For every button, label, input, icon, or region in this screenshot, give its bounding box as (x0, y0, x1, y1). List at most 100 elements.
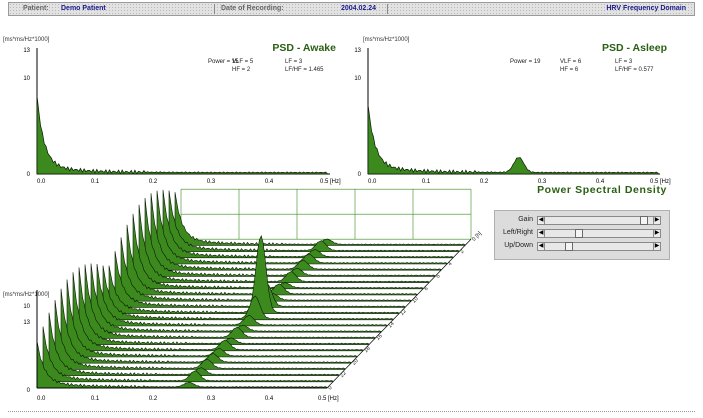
waterfall-spectrum-slice (162, 189, 454, 259)
asleep-power: Power = 19 (510, 59, 541, 65)
awake-power: Power = 15 (208, 59, 239, 65)
updown-slider[interactable]: ◀ ▶ (537, 242, 661, 251)
waterfall-time-tick: 0 [h] (471, 230, 483, 242)
waterfall-spectrum-slice (42, 326, 334, 383)
asleep-ytick-0: 0 (358, 172, 362, 178)
wf-ytick-13: 13 (23, 320, 30, 326)
header-separator (387, 4, 388, 14)
asleep-spectrum-area (367, 104, 659, 175)
updown-slider-row: Up/Down ◀ ▶ (495, 242, 671, 252)
waterfall-spectrum-slice (72, 272, 364, 352)
waterfall-time-tick: 6 (435, 273, 441, 279)
asleep-xtick: 0.3 (538, 179, 547, 185)
awake-vlf: VLF = 5 (232, 59, 254, 65)
waterfall-time-tick: 8 (423, 286, 429, 292)
awake-title: PSD - Awake (272, 42, 336, 54)
waterfall-time-tick: 2 (459, 249, 465, 255)
waterfall-spectrum-slice (168, 190, 460, 253)
waterfall-time-tick: 20 (351, 358, 360, 367)
gain-slider-thumb[interactable] (640, 216, 648, 225)
patient-name: Demo Patient (61, 5, 106, 12)
waterfall-time-tick: 12 (399, 308, 408, 317)
awake-xtick: 0.0 (37, 179, 46, 185)
header-bar: Patient: Demo Patient Date of Recording:… (8, 2, 695, 16)
wf-xtick: 0.5 [Hz] (318, 396, 339, 402)
waterfall-time-tick: 16 (375, 333, 384, 342)
asleep-title: PSD - Asleep (602, 42, 667, 54)
wf-xtick: 0.3 (207, 396, 216, 402)
psd-title: Power Spectral Density (537, 184, 667, 196)
asleep-unit: [ms*ms/Hz*1000] (363, 37, 410, 43)
wf-xtick: 0.1 (91, 396, 100, 402)
waterfall-time-tick: 14 (387, 321, 396, 330)
awake-lfhf: LF/HF = 1.465 (285, 67, 324, 73)
awake-xtick: 0.4 (265, 179, 274, 185)
asleep-xtick: 0.0 (368, 179, 377, 185)
gain-right-arrow-icon[interactable]: ▶ (653, 216, 661, 225)
asleep-xtick: 0.1 (422, 179, 431, 185)
updown-label: Up/Down (504, 242, 533, 249)
asleep-vlf: VLF = 6 (560, 59, 582, 65)
waterfall-spectrum-slice (174, 192, 466, 246)
awake-lf: LF = 3 (285, 59, 303, 65)
waterfall-time-tick: 4 (447, 261, 453, 267)
gain-slider[interactable]: ◀ ▶ (537, 216, 661, 225)
waterfall-spectrum-slice (126, 224, 418, 296)
waterfall-unit: [ms*ms/Hz*1000] (3, 292, 50, 298)
asleep-lf: LF = 3 (615, 59, 633, 65)
wf-xtick: 0.2 (149, 396, 158, 402)
waterfall-spectrum-slice (60, 288, 352, 364)
patient-label: Patient: (23, 5, 49, 12)
awake-ytick-10: 10 (23, 76, 30, 82)
awake-xtick: 0.2 (149, 179, 158, 185)
waterfall-time-tick: 0 (327, 385, 333, 391)
psd-awake-chart: [ms*ms/Hz*1000] PSD - Awake Power = 15 V… (3, 37, 341, 185)
updown-slider-thumb[interactable] (565, 242, 573, 251)
awake-hf: HF = 2 (232, 67, 251, 73)
waterfall-spectrum-slice (102, 265, 394, 321)
gain-slider-row: Gain ◀ ▶ (495, 216, 671, 226)
asleep-hf: HF = 6 (560, 67, 579, 73)
awake-unit: [ms*ms/Hz*1000] (3, 37, 50, 43)
waterfall-spectrum-slice (36, 340, 328, 389)
awake-ytick-0: 0 (27, 172, 31, 178)
waterfall-spectrum-slice (84, 264, 376, 339)
awake-xtick: 0.5 [Hz] (320, 179, 341, 185)
leftright-slider-row: Left/Right ◀ ▶ (495, 229, 671, 239)
waterfall-time-tick: 10 (411, 296, 420, 305)
wf-ytick-10: 10 (23, 304, 30, 310)
wf-xtick: 0.0 (37, 396, 46, 402)
psd-asleep-chart: [ms*ms/Hz*1000] PSD - Asleep Power = 19 … (354, 37, 671, 185)
date-value: 2004.02.24 (341, 5, 377, 12)
waterfall-spectrum-slice (96, 263, 388, 327)
awake-xtick: 0.3 (207, 179, 216, 185)
asleep-xtick: 0.4 (596, 179, 605, 185)
view-controls-panel: Gain ◀ ▶ Left/Right ◀ ▶ Up/Down ◀ ▶ (494, 210, 670, 260)
leftright-slider[interactable]: ◀ ▶ (537, 229, 661, 238)
awake-spectrum-area (36, 95, 328, 175)
waterfall-spectrum-slice (66, 279, 358, 358)
footer-divider (8, 411, 695, 412)
awake-xtick: 0.1 (91, 179, 100, 185)
leftright-label: Left/Right (503, 229, 533, 236)
spectrum-waterfall-3d: [ms*ms/Hz*1000] 13 10 0 0.0 0.1 0.2 0.3 … (3, 188, 483, 402)
waterfall-spectrum-slice (138, 204, 430, 284)
wf-ytick-0: 0 (27, 388, 31, 394)
updown-left-arrow-icon[interactable]: ◀ (537, 242, 545, 251)
header-separator (214, 4, 215, 14)
updown-right-arrow-icon[interactable]: ▶ (653, 242, 661, 251)
gain-label: Gain (518, 216, 533, 223)
asleep-xtick: 0.2 (480, 179, 489, 185)
view-title: HRV Frequency Domain (606, 5, 686, 12)
leftright-slider-thumb[interactable] (575, 229, 583, 238)
date-label: Date of Recording: (221, 5, 284, 12)
wf-xtick: 0.4 (265, 396, 274, 402)
waterfall-time-tick: 22 (339, 370, 348, 379)
waterfall-spectrum-slice (54, 299, 346, 370)
leftright-left-arrow-icon[interactable]: ◀ (537, 229, 545, 238)
asleep-xtick: 0.5 [Hz] (650, 179, 671, 185)
gain-left-arrow-icon[interactable]: ◀ (537, 216, 545, 225)
waterfall-spectrum-slice (156, 190, 448, 265)
leftright-right-arrow-icon[interactable]: ▶ (653, 229, 661, 238)
